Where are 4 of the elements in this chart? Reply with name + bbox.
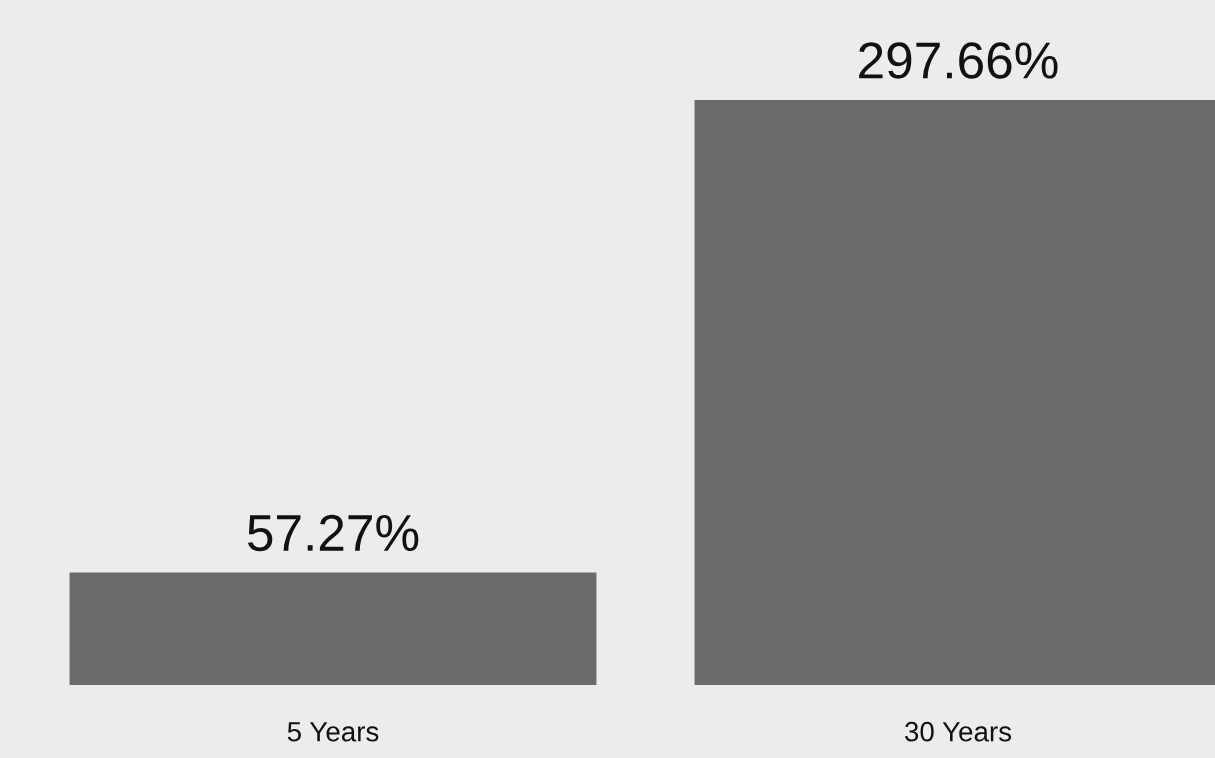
data-label: 297.66% bbox=[859, 42, 1058, 79]
x-tick-label: 5 Years bbox=[287, 722, 379, 742]
data-label: 57.27% bbox=[247, 514, 419, 552]
x-tick-label: 30 Years bbox=[904, 721, 1012, 742]
